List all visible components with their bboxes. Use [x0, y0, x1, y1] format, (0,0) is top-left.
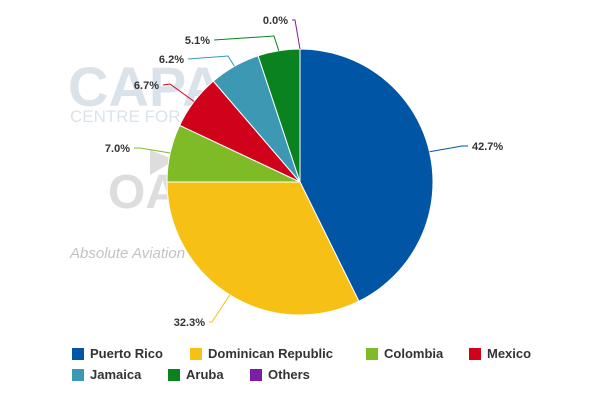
legend-row-1: Puerto Rico Dominican Republic Colombia …	[72, 346, 572, 367]
legend-item-colombia[interactable]: Colombia	[366, 346, 443, 361]
leader-line-puerto-rico	[429, 145, 468, 153]
legend-swatch-jamaica	[72, 368, 84, 381]
data-label-puerto-rico: 42.7%	[472, 141, 503, 153]
data-label-dominican-republic: 32.3%	[174, 317, 205, 329]
pie-slice-puerto-rico[interactable]	[299, 48, 434, 302]
legend-label-jamaica: Jamaica	[90, 367, 142, 382]
data-label-others: 0.0%	[263, 15, 288, 27]
legend-label-puerto-rico: Puerto Rico	[90, 346, 163, 361]
leader-line-others	[292, 19, 301, 50]
legend-item-mexico[interactable]: Mexico	[469, 346, 531, 361]
legend: Puerto Rico Dominican Republic Colombia …	[72, 346, 572, 388]
leader-line-jamaica	[187, 55, 235, 67]
legend-item-puerto-rico[interactable]: Puerto Rico	[72, 346, 163, 361]
legend-swatch-mexico	[469, 347, 481, 360]
legend-label-dominican-republic: Dominican Republic	[208, 346, 333, 361]
legend-swatch-others	[250, 368, 262, 381]
data-label-colombia: 7.0%	[105, 143, 130, 155]
legend-item-dominican-republic[interactable]: Dominican Republic	[190, 346, 333, 361]
data-label-aruba: 5.1%	[185, 35, 210, 47]
legend-item-jamaica[interactable]: Jamaica	[72, 367, 141, 382]
leader-line-mexico	[162, 83, 195, 102]
legend-item-others[interactable]: Others	[250, 367, 310, 382]
leader-line-dominican-republic	[209, 294, 231, 323]
leader-line-colombia	[134, 147, 171, 154]
pie-slice-dominican-republic[interactable]	[166, 181, 360, 316]
leader-line-aruba	[213, 35, 280, 51]
data-label-jamaica: 6.2%	[159, 54, 184, 66]
legend-row-2: Jamaica Aruba Others	[72, 367, 572, 388]
legend-label-others: Others	[268, 367, 310, 382]
data-label-mexico: 6.7%	[134, 80, 159, 92]
legend-label-mexico: Mexico	[487, 346, 532, 361]
legend-item-aruba[interactable]: Aruba	[168, 367, 224, 382]
legend-swatch-aruba	[168, 368, 180, 381]
legend-swatch-colombia	[366, 347, 378, 360]
legend-label-colombia: Colombia	[384, 346, 444, 361]
legend-swatch-dominican-republic	[190, 347, 202, 360]
legend-swatch-puerto-rico	[72, 347, 84, 360]
legend-label-aruba: Aruba	[186, 367, 224, 382]
